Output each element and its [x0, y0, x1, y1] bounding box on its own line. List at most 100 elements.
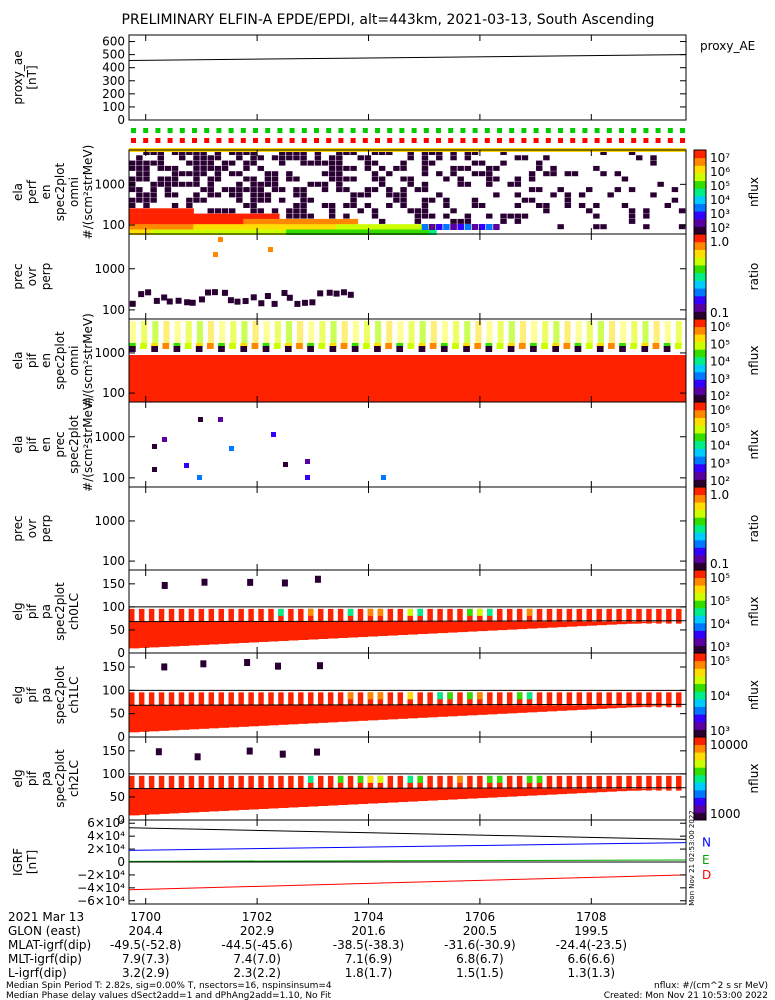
heatmap-cell — [414, 187, 422, 193]
heatmap-cell — [314, 155, 322, 161]
heatmap-cell — [377, 608, 384, 616]
heatmap-cell — [337, 775, 344, 791]
heatmap-cell — [347, 705, 359, 722]
heatmap-cell — [186, 229, 194, 235]
y-tick-label: 1000 — [94, 346, 125, 360]
heatmap-cell — [264, 197, 272, 203]
heatmap-cell — [328, 160, 336, 166]
y-axis-label: spec2plot — [67, 415, 81, 474]
heatmap-cell — [305, 475, 310, 480]
heatmap-cell — [218, 346, 225, 352]
heatmap-cell — [336, 229, 344, 235]
heatmap-cell — [129, 705, 140, 733]
heatmap-cell — [197, 475, 202, 480]
heatmap-cell — [336, 224, 344, 230]
flag-square — [436, 128, 441, 133]
heatmap-cell — [214, 192, 222, 198]
heatmap-cell — [229, 355, 241, 402]
colorbar-cell — [694, 249, 706, 258]
heatmap-cell — [257, 165, 264, 171]
heatmap-cell — [300, 187, 307, 193]
colorbar-cell — [694, 585, 706, 594]
heatmap-cell — [666, 608, 672, 624]
heatmap-cell — [164, 224, 173, 230]
heatmap-cell — [546, 608, 553, 624]
heatmap-cell — [286, 171, 293, 177]
heatmap-cell — [417, 621, 428, 635]
heatmap-cell — [441, 321, 449, 347]
heatmap-cell — [207, 192, 214, 198]
heatmap-cell — [317, 775, 324, 791]
heatmap-cell — [367, 621, 379, 637]
heatmap-cell — [566, 692, 573, 708]
heatmap-cell — [207, 321, 215, 347]
heatmap-cell — [208, 608, 215, 624]
heatmap-cell — [643, 224, 650, 230]
heatmap-cell — [150, 192, 157, 198]
heatmap-cell — [286, 218, 294, 225]
heatmap-cell — [407, 692, 413, 708]
heatmap-cell — [407, 355, 420, 402]
flag-square — [582, 128, 588, 133]
heatmap-cell — [636, 788, 647, 791]
heatmap-cell — [236, 181, 243, 187]
heatmap-cell — [286, 229, 294, 235]
y-axis-label: spec2plot — [53, 749, 67, 808]
orbit-axis-table: 2021 Mar 13 1700 1702 1704 1706 1708 GLON (eas… — [8, 910, 627, 980]
heatmap-cell — [257, 187, 264, 193]
heatmap-cell — [646, 621, 657, 623]
colorbar-cell — [694, 371, 706, 380]
heatmap-cell — [136, 197, 143, 203]
y-tick-label: 600 — [102, 35, 125, 49]
colorbar-cell — [694, 409, 706, 418]
heatmap-cell — [506, 608, 513, 624]
x-tick-label: 1700 — [130, 910, 161, 924]
heatmap-cell — [157, 213, 166, 220]
heatmap-cell — [576, 788, 588, 794]
heatmap-cell — [268, 705, 279, 726]
colorbar-cell — [694, 188, 706, 197]
flag-square — [375, 128, 380, 133]
heatmap-cell — [566, 621, 578, 627]
heatmap-cell — [157, 165, 164, 171]
heatmap-cell — [518, 355, 531, 402]
heatmap-cell — [550, 192, 557, 198]
y-tick-label: 6×10⁴ — [87, 816, 125, 830]
heatmap-cell — [178, 155, 186, 161]
heatmap-cell — [158, 608, 165, 624]
heatmap-cell — [371, 187, 379, 193]
colorbar-cell — [694, 683, 706, 692]
heatmap-cell — [421, 213, 429, 219]
y-axis-label: spec2plot — [53, 331, 67, 390]
heatmap-cell — [213, 252, 218, 257]
heatmap-cell — [347, 692, 354, 708]
flag-square — [362, 128, 368, 133]
heatmap-cell — [250, 181, 257, 187]
heatmap-cell — [218, 775, 224, 791]
heatmap-cell — [189, 299, 196, 306]
heatmap-cell — [531, 321, 538, 347]
heatmap-cell — [650, 192, 657, 198]
heatmap-cell — [471, 150, 479, 155]
y-axis-label: en — [39, 185, 53, 200]
y-axis-label: spec2plot — [53, 162, 67, 221]
colorbar-label: nflux — [747, 177, 761, 207]
colorbar-cell — [694, 698, 706, 707]
heatmap-cell — [674, 355, 687, 402]
heatmap-cell — [244, 658, 251, 666]
colorbar-cell — [694, 379, 706, 388]
heatmap-cell — [243, 213, 251, 220]
colorbar-tick-label: 0.1 — [710, 306, 729, 320]
heatmap-cell — [129, 208, 137, 214]
heatmap-cell — [428, 213, 436, 219]
orbit-row-label: L-igrf(dip) — [8, 966, 67, 980]
colorbar-cell — [694, 615, 706, 624]
heatmap-cell — [257, 218, 266, 225]
heatmap-cell — [321, 203, 329, 208]
heatmap-cell — [536, 621, 548, 629]
heatmap-cell — [268, 608, 274, 624]
heatmap-cell — [496, 355, 509, 402]
heatmap-cell — [500, 213, 507, 219]
heatmap-cell — [607, 192, 614, 198]
heatmap-cell — [350, 203, 357, 208]
